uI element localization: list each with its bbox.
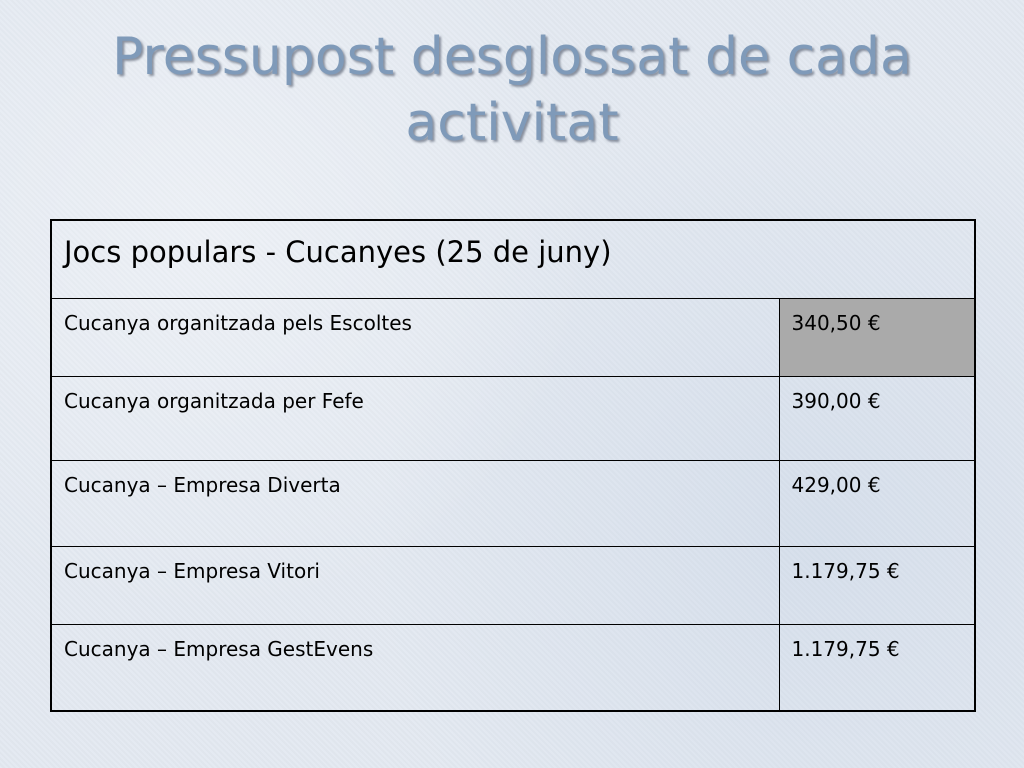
table-row: Cucanya – Empresa Vitori 1.179,75 € — [50, 545, 976, 625]
table-row: Cucanya organitzada pels Escoltes 340,50… — [50, 297, 976, 377]
row-amount: 429,00 € — [778, 459, 976, 547]
row-description: Cucanya – Empresa Diverta — [50, 459, 780, 547]
budget-table: Jocs populars - Cucanyes (25 de juny) Cu… — [50, 219, 976, 712]
table-row: Cucanya – Empresa Diverta 429,00 € — [50, 459, 976, 547]
row-description: Cucanya – Empresa Vitori — [50, 545, 780, 625]
slide-title: Pressupost desglossat de cada activitat — [112, 27, 912, 153]
row-description: Cucanya organitzada per Fefe — [50, 375, 780, 461]
table-header: Jocs populars - Cucanyes (25 de juny) — [50, 219, 976, 299]
row-amount: 1.179,75 € — [778, 545, 976, 625]
row-amount: 1.179,75 € — [778, 623, 976, 712]
table-header-row: Jocs populars - Cucanyes (25 de juny) — [50, 219, 976, 299]
row-description: Cucanya – Empresa GestEvens — [50, 623, 780, 712]
row-description: Cucanya organitzada pels Escoltes — [50, 297, 780, 377]
row-amount: 340,50 € — [778, 297, 976, 377]
row-amount: 390,00 € — [778, 375, 976, 461]
table-row: Cucanya organitzada per Fefe 390,00 € — [50, 375, 976, 461]
table-row: Cucanya – Empresa GestEvens 1.179,75 € — [50, 623, 976, 712]
